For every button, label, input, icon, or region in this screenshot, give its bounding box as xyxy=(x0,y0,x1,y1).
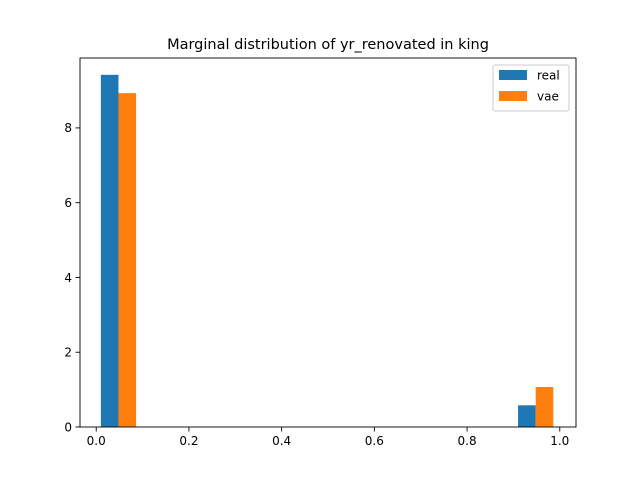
x-tick-label: 0.0 xyxy=(87,434,106,448)
y-tick-label: 8 xyxy=(64,121,72,135)
y-tick-label: 6 xyxy=(64,196,72,210)
legend-label-real: real xyxy=(537,69,560,83)
x-tick-label: 1.0 xyxy=(550,434,569,448)
bar-real-0 xyxy=(100,74,119,427)
legend: real vae xyxy=(492,64,570,112)
legend-swatch-real xyxy=(499,70,527,80)
y-tick-label: 4 xyxy=(64,271,72,285)
bar-vae-0 xyxy=(118,93,137,427)
x-tick-label: 0.4 xyxy=(272,434,291,448)
x-tick-label: 0.8 xyxy=(458,434,477,448)
bar-vae-1 xyxy=(535,387,554,427)
legend-swatch-vae xyxy=(499,91,527,101)
bar-real-1 xyxy=(518,405,536,427)
legend-label-vae: vae xyxy=(537,90,559,104)
y-axis-ticks: 0 2 4 6 8 xyxy=(64,121,80,434)
x-tick-label: 0.2 xyxy=(179,434,198,448)
x-tick-label: 0.6 xyxy=(365,434,384,448)
y-tick-label: 0 xyxy=(64,420,72,434)
x-axis-ticks: 0.0 0.2 0.4 0.6 0.8 1.0 xyxy=(87,427,569,448)
plot-frame xyxy=(79,57,577,428)
bars-layer xyxy=(100,74,554,427)
y-tick-label: 2 xyxy=(64,346,72,360)
chart-title: Marginal distribution of yr_renovated in… xyxy=(167,37,489,53)
